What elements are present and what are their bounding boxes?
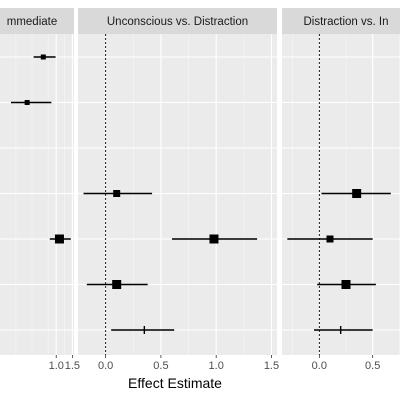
x-axis-title: Effect Estimate: [128, 375, 222, 391]
panel-background: [0, 34, 74, 355]
point-estimate: [112, 280, 122, 289]
facet-strip: [78, 8, 277, 34]
point-estimate: [54, 234, 64, 244]
facet-strip-label: Unconscious vs. Distraction: [107, 16, 248, 28]
point-estimate: [326, 235, 334, 243]
point-estimate: [209, 234, 219, 244]
facet-strip: [0, 8, 74, 34]
x-tick-label: 0.5: [153, 360, 168, 372]
x-tick-label: 1.5: [264, 360, 279, 372]
panel-background: [282, 34, 400, 355]
x-tick-label: 0.0: [98, 360, 113, 372]
panel-background: [78, 34, 277, 355]
point-estimate: [113, 190, 121, 197]
facet-strip-label: Distraction vs. In: [304, 16, 389, 28]
point-estimate: [24, 100, 30, 105]
facet-strip-label: mmediate: [7, 16, 58, 28]
point-estimate: [352, 189, 362, 198]
facet-panel-1: mmediate 1.0 1.5: [0, 8, 80, 372]
facet-panel-2: Unconscious vs. Distraction 0.0 0.5 1.0 1.5: [78, 8, 279, 372]
point-estimate: [40, 54, 46, 60]
x-tick-label: 1.5: [65, 360, 80, 372]
x-tick-label: 1.0: [49, 360, 64, 372]
facet-panel-3: Distraction vs. In 0.0 0.5: [282, 8, 400, 372]
facet-strip: [282, 8, 400, 34]
x-tick-label: 0.0: [312, 360, 327, 372]
x-tick-label: 0.5: [365, 360, 380, 372]
x-tick-label: 1.0: [209, 360, 224, 372]
point-estimate: [341, 280, 351, 289]
